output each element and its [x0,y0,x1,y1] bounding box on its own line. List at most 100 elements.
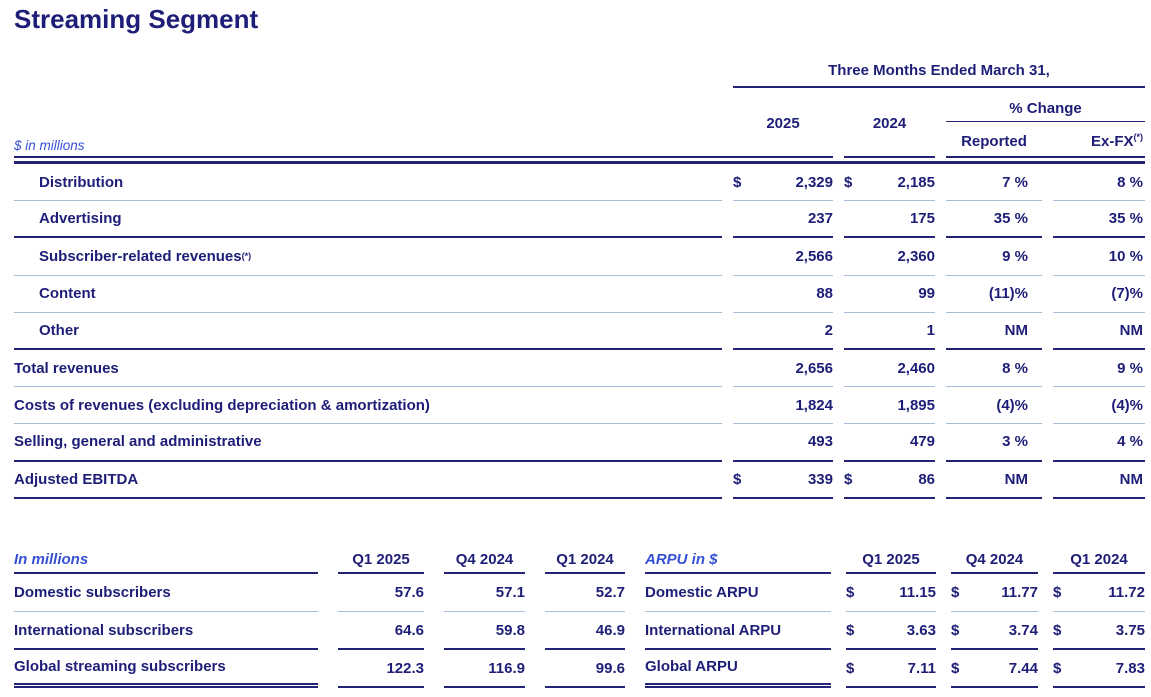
table-row: Domestic subscribers 57.6 57.1 52.7 [14,574,625,612]
pct-reported: 3 % [946,424,1042,462]
value-q4-2024: $3.74 [951,612,1038,650]
row-label: Distribution [14,164,722,202]
bottom-tables: In millions Q1 2025 Q4 2024 Q1 2024 Dome… [14,545,1145,688]
row-label: Costs of revenues (excluding depreciatio… [14,387,722,425]
row-label: Global ARPU [645,650,831,688]
table-row: Selling, general and administrative 493 … [14,424,1145,462]
pct-exfx: NM [1053,313,1145,350]
value-q1-2024: $7.83 [1053,650,1145,688]
arpu-header-row: ARPU in $ Q1 2025 Q4 2024 Q1 2024 [645,545,1145,574]
value-q4-2024: 57.1 [444,574,525,612]
value-2024: 2,460 [844,350,935,388]
pct-reported: 9 % [946,238,1042,276]
footnote-marker: (*) [1133,132,1144,142]
pct-reported: (11)% [946,276,1042,313]
header-rule [844,156,935,158]
units-note: $ in millions [14,138,85,153]
currency-symbol: $ [1053,659,1062,677]
currency-symbol: $ [846,659,855,677]
table-row: International subscribers 64.6 59.8 46.9 [14,612,625,650]
currency-symbol: $ [844,173,853,191]
currency-symbol: $ [951,621,960,639]
table-row: Other 2 1 NM NM [14,313,1145,350]
col-header-2025: 2025 [766,115,800,132]
pct-exfx: NM [1053,462,1145,499]
value-q1-2025: 57.6 [338,574,424,612]
col-header-q1-2025: Q1 2025 [338,545,424,574]
table-row: Distribution $2,329 $2,185 7 % 8 % [14,164,1145,202]
currency-symbol: $ [846,584,855,601]
table-row: Costs of revenues (excluding depreciatio… [14,387,1145,425]
value-2024: $86 [844,462,935,499]
currency-symbol: $ [733,173,742,191]
value-2025: $339 [733,462,833,499]
value-q1-2024: $11.72 [1053,574,1145,612]
col-header-q4-2024: Q4 2024 [444,545,525,574]
streaming-revenue-table: Three Months Ended March 31, % Change 20… [14,55,1145,499]
col-header-q1-2024: Q1 2024 [1053,545,1145,574]
header-rule [14,156,833,158]
arpu-table: ARPU in $ Q1 2025 Q4 2024 Q1 2024 Domest… [645,545,1145,688]
value-q1-2024: 46.9 [545,612,625,650]
value-q1-2025: 122.3 [338,650,424,688]
value-q1-2024: $3.75 [1053,612,1145,650]
table-row: Adjusted EBITDA $339 $86 NM NM [14,462,1145,499]
value-2025: 2 [733,313,833,350]
value-2024: 479 [844,424,935,462]
table-row: Domestic ARPU $11.15 $11.77 $11.72 [645,574,1145,612]
value-q1-2025: 64.6 [338,612,424,650]
currency-symbol: $ [951,659,960,677]
revenue-table-header: Three Months Ended March 31, % Change 20… [14,55,1145,158]
value-2024: 99 [844,276,935,313]
value-q1-2025: $11.15 [846,574,936,612]
table-row: Global streaming subscribers 122.3 116.9… [14,650,625,688]
col-header-q4-2024: Q4 2024 [951,545,1038,574]
pct-exfx: (4)% [1053,387,1145,425]
table-row: International ARPU $3.63 $3.74 $3.75 [645,612,1145,650]
pct-reported: 35 % [946,201,1042,239]
currency-symbol: $ [1053,584,1062,601]
value-2025: 2,566 [733,238,833,276]
value-2025: 237 [733,201,833,239]
units-note: In millions [14,545,318,574]
value-2025: 493 [733,424,833,462]
value-q1-2024: 99.6 [545,650,625,688]
currency-symbol: $ [951,584,960,601]
currency-symbol: $ [733,470,742,488]
row-label: Other [14,313,722,350]
table-row: Advertising 237 175 35 % 35 % [14,201,1145,239]
header-rule [946,156,1145,158]
col-header-2024: 2024 [872,115,907,132]
row-label: Global streaming subscribers [14,650,318,688]
value-q4-2024: $7.44 [951,650,1038,688]
value-2024: $2,185 [844,164,935,202]
value-q1-2025: $3.63 [846,612,936,650]
currency-symbol: $ [844,470,853,488]
row-label: Subscriber-related revenues (*) [14,238,722,276]
subscribers-header-row: In millions Q1 2025 Q4 2024 Q1 2024 [14,545,625,574]
row-label: Domestic subscribers [14,574,318,612]
row-label: Selling, general and administrative [14,424,722,462]
table-row: Subscriber-related revenues (*) 2,566 2,3… [14,238,1145,276]
pct-exfx: 10 % [1053,238,1145,276]
period-header: Three Months Ended March 31, [733,62,1145,88]
value-q4-2024: 116.9 [444,650,525,688]
pct-exfx: (7)% [1053,276,1145,313]
pct-exfx: 8 % [1053,164,1145,202]
value-2025: 88 [733,276,833,313]
value-2025: 2,656 [733,350,833,388]
pct-reported: 8 % [946,350,1042,388]
value-q1-2025: $7.11 [846,650,936,688]
table-top-rule [14,161,1145,164]
row-label: Total revenues [14,350,722,388]
pct-reported: (4)% [946,387,1042,425]
value-2025: 1,824 [733,387,833,425]
table-row: Total revenues 2,656 2,460 8 % 9 % [14,350,1145,388]
row-label: International ARPU [645,612,831,650]
row-label: Advertising [14,201,722,239]
value-2024: 175 [844,201,935,239]
pct-reported: NM [946,313,1042,350]
row-label: International subscribers [14,612,318,650]
pct-change-header: % Change [946,100,1145,122]
currency-symbol: $ [1053,621,1062,639]
